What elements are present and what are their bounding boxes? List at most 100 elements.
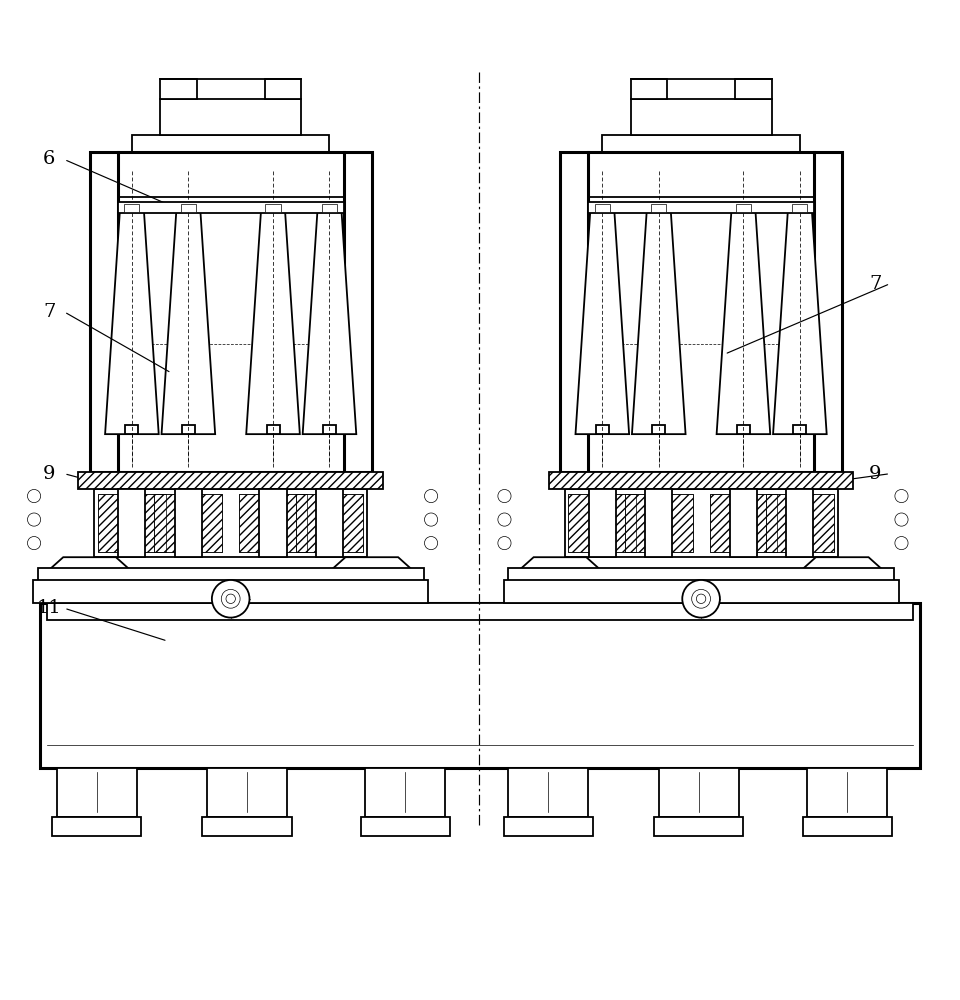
Polygon shape (508, 557, 612, 580)
Bar (568, 494, 636, 552)
Text: 11: 11 (36, 599, 61, 617)
Circle shape (895, 513, 908, 526)
Bar (625, 494, 692, 552)
Bar (89, 152, 372, 472)
Bar (57, 768, 136, 817)
Polygon shape (302, 208, 356, 434)
Bar (118, 489, 146, 557)
Bar (296, 494, 363, 552)
Bar (361, 817, 450, 836)
Circle shape (895, 489, 908, 503)
Bar (588, 197, 814, 208)
Polygon shape (773, 208, 827, 434)
Bar (651, 204, 666, 212)
Bar (596, 425, 609, 434)
Bar (79, 472, 383, 489)
Bar (736, 204, 751, 212)
Circle shape (498, 513, 511, 526)
Bar (94, 489, 367, 557)
Circle shape (28, 537, 40, 550)
Circle shape (28, 513, 40, 526)
Circle shape (498, 489, 511, 503)
Polygon shape (716, 208, 770, 434)
Bar (654, 817, 743, 836)
Bar (549, 472, 853, 489)
Circle shape (424, 513, 438, 526)
Bar (98, 494, 166, 552)
Bar (47, 603, 913, 620)
Bar (737, 425, 750, 434)
Bar (645, 489, 672, 557)
Bar (766, 494, 833, 552)
Polygon shape (320, 557, 423, 580)
Bar (118, 202, 344, 213)
Bar (132, 135, 329, 152)
Bar (316, 489, 343, 557)
Text: 7: 7 (869, 275, 881, 293)
Bar (33, 580, 428, 603)
Bar (568, 494, 636, 552)
Bar (508, 768, 588, 817)
Bar (52, 817, 141, 836)
Bar (37, 568, 423, 591)
Circle shape (424, 489, 438, 503)
Bar (39, 603, 921, 768)
Bar (266, 204, 280, 212)
Bar (792, 204, 807, 212)
Bar (322, 204, 337, 212)
Bar (118, 197, 344, 208)
Bar (786, 489, 813, 557)
Circle shape (221, 589, 240, 608)
Polygon shape (575, 208, 629, 434)
Circle shape (226, 594, 235, 603)
Text: 9: 9 (869, 465, 881, 483)
Bar (730, 489, 757, 557)
Bar (98, 494, 166, 552)
Bar (766, 494, 833, 552)
Bar (265, 79, 301, 99)
Bar (588, 202, 814, 213)
Bar (203, 817, 292, 836)
Bar (323, 425, 336, 434)
Text: 7: 7 (43, 303, 56, 321)
Polygon shape (105, 208, 158, 434)
Circle shape (424, 537, 438, 550)
Bar (735, 79, 772, 99)
Bar (296, 494, 363, 552)
Bar (239, 494, 307, 552)
Text: 6: 6 (43, 150, 56, 168)
Bar (181, 425, 195, 434)
Bar (602, 135, 800, 152)
Bar (126, 425, 138, 434)
Polygon shape (37, 557, 141, 580)
Bar (180, 204, 196, 212)
Circle shape (691, 589, 710, 608)
Bar (595, 204, 610, 212)
Polygon shape (790, 557, 894, 580)
Bar (659, 768, 738, 817)
Bar (504, 817, 593, 836)
Bar (709, 494, 778, 552)
Bar (564, 489, 837, 557)
Polygon shape (246, 208, 300, 434)
Bar (267, 425, 279, 434)
Circle shape (212, 580, 250, 618)
Bar (508, 568, 894, 591)
Bar (259, 489, 287, 557)
Bar (160, 99, 301, 135)
Bar (239, 494, 307, 552)
Circle shape (498, 537, 511, 550)
Text: 9: 9 (43, 465, 56, 483)
Bar (652, 425, 665, 434)
Bar (631, 99, 772, 135)
Bar (160, 79, 197, 99)
Bar (365, 768, 445, 817)
Bar (631, 79, 667, 99)
Bar (803, 817, 892, 836)
Bar (155, 494, 222, 552)
Circle shape (696, 594, 706, 603)
Bar (175, 489, 202, 557)
Circle shape (895, 537, 908, 550)
Polygon shape (161, 208, 215, 434)
Circle shape (28, 489, 40, 503)
